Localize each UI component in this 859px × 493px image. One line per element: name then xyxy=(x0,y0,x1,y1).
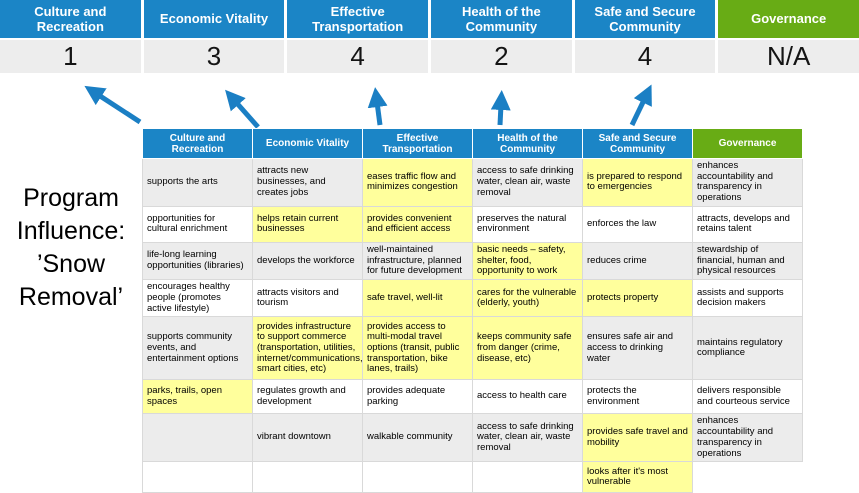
summary-header-economic-vitality: Economic Vitality xyxy=(143,0,285,38)
matrix-header-row: Culture and Recreation Economic Vitality E… xyxy=(142,128,803,159)
summary-score-effective-transportation: 4 xyxy=(287,40,428,73)
matrix-row-6: parks, trails, open spaces regulates grow… xyxy=(142,379,803,415)
summary-score-culture-and-recreation: 1 xyxy=(0,40,141,73)
matrix-cell-r6-c2: regulates growth and development xyxy=(252,379,363,415)
influence-matrix-table: Culture and Recreation Economic Vitality E… xyxy=(142,128,803,493)
arrow-icon-transportation xyxy=(367,87,388,126)
program-influence-label: Program Influence: ’Snow Removal’ xyxy=(0,182,142,314)
matrix-row-8: looks after it's most vulnerable xyxy=(142,461,803,493)
summary-column-safe-and-secure-community: Safe and Secure Community 4 xyxy=(574,0,716,73)
matrix-row-4: encourages healthy people (promotes acti… xyxy=(142,279,803,318)
score-summary-strip: Culture and Recreation 1 Economic Vitality… xyxy=(0,0,859,73)
matrix-cell-r7-c6: enhances accountability and transparency… xyxy=(692,413,803,463)
matrix-cell-r5-c5: ensures safe air and access to drinking … xyxy=(582,316,693,381)
matrix-cell-r6-c5: protects the environment xyxy=(582,379,693,415)
matrix-row-7: vibrant downtown walkable community access… xyxy=(142,413,803,463)
matrix-row-2: opportunities for cultural enrichment hel… xyxy=(142,205,803,243)
matrix-cell-r4-c3: safe travel, well-lit xyxy=(362,279,473,318)
matrix-cell-r3-c6: stewardship of financial, human and phys… xyxy=(692,241,803,281)
matrix-cell-r3-c5: reduces crime xyxy=(582,241,693,281)
matrix-cell-r8-c5: looks after it's most vulnerable xyxy=(582,461,693,493)
matrix-header-economic-vitality: Economic Vitality xyxy=(252,128,363,159)
arrow-icon-economic xyxy=(225,89,260,129)
matrix-cell-r4-c6: assists and supports decision makers xyxy=(692,279,803,318)
matrix-cell-r5-c4: keeps community safe from danger (crime,… xyxy=(472,316,583,381)
matrix-cell-r2-c3: provides convenient and efficient access xyxy=(362,205,473,243)
matrix-cell-r1-c1: supports the arts xyxy=(142,158,253,207)
matrix-header-safe-and-secure-community: Safe and Secure Community xyxy=(582,128,693,159)
program-label-line: ’Snow xyxy=(36,250,106,278)
matrix-cell-r2-c1: opportunities for cultural enrichment xyxy=(142,205,253,243)
matrix-cell-r7-c2: vibrant downtown xyxy=(252,413,363,463)
matrix-cell-r6-c4: access to health care xyxy=(472,379,583,415)
matrix-cell-r5-c1: supports community events, and entertain… xyxy=(142,316,253,381)
matrix-cell-r3-c2: develops the workforce xyxy=(252,241,363,281)
matrix-cell-r8-c2 xyxy=(252,461,363,493)
matrix-cell-r4-c1: encourages healthy people (promotes acti… xyxy=(142,279,253,318)
matrix-cell-r3-c3: well-maintained infrastructure, planned … xyxy=(362,241,473,281)
summary-header-health-of-the-community: Health of the Community xyxy=(431,0,572,38)
matrix-cell-r1-c5: is prepared to respond to emergencies xyxy=(582,158,693,207)
matrix-header-health-of-the-community: Health of the Community xyxy=(472,128,583,159)
matrix-cell-r8-c3 xyxy=(362,461,473,493)
summary-header-safe-and-secure-community: Safe and Secure Community xyxy=(574,0,716,38)
summary-header-governance: Governance xyxy=(718,0,859,38)
matrix-cell-r6-c6: delivers responsible and courteous servi… xyxy=(692,379,803,415)
arrow-icon-health xyxy=(490,90,511,126)
summary-column-economic-vitality: Economic Vitality 3 xyxy=(143,0,285,73)
matrix-cell-r8-c4 xyxy=(472,461,583,493)
matrix-cell-r2-c4: preserves the natural environment xyxy=(472,205,583,243)
matrix-header-governance: Governance xyxy=(692,128,803,159)
matrix-cell-r1-c2: attracts new businesses, and creates job… xyxy=(252,158,363,207)
matrix-cell-r8-c1 xyxy=(142,461,253,493)
matrix-cell-r2-c6: attracts, develops and retains talent xyxy=(692,205,803,243)
matrix-cell-r4-c2: attracts visitors and tourism xyxy=(252,279,363,318)
matrix-cell-r2-c5: enforces the law xyxy=(582,205,693,243)
matrix-cell-r7-c4: access to safe drinking water, clean air… xyxy=(472,413,583,463)
program-label-line: Program xyxy=(23,184,119,212)
matrix-row-1: supports the arts attracts new businesses… xyxy=(142,158,803,207)
matrix-cell-r3-c1: life-long learning opportunities (librar… xyxy=(142,241,253,281)
matrix-cell-r1-c3: eases traffic flow and minimizes congest… xyxy=(362,158,473,207)
summary-column-effective-transportation: Effective Transportation 4 xyxy=(287,0,428,73)
matrix-cell-r3-c4: basic needs – safety, shelter, food, opp… xyxy=(472,241,583,281)
summary-column-health-of-the-community: Health of the Community 2 xyxy=(431,0,572,73)
summary-header-effective-transportation: Effective Transportation xyxy=(287,0,428,38)
matrix-cell-r4-c5: protects property xyxy=(582,279,693,318)
summary-score-health-of-the-community: 2 xyxy=(431,40,572,73)
arrow-icon-safe xyxy=(629,84,652,127)
matrix-header-effective-transportation: Effective Transportation xyxy=(362,128,473,159)
matrix-body: supports the arts attracts new businesses… xyxy=(142,158,803,493)
matrix-cell-r7-c3: walkable community xyxy=(362,413,473,463)
matrix-row-5: supports community events, and entertain… xyxy=(142,316,803,381)
matrix-cell-r1-c6: enhances accountability and transparency… xyxy=(692,158,803,207)
summary-score-economic-vitality: 3 xyxy=(143,40,285,73)
arrow-icon-culture xyxy=(84,85,142,125)
matrix-cell-r6-c3: provides adequate parking xyxy=(362,379,473,415)
summary-column-culture-and-recreation: Culture and Recreation 1 xyxy=(0,0,141,73)
summary-score-governance: N/A xyxy=(718,40,859,73)
matrix-row-3: life-long learning opportunities (librar… xyxy=(142,241,803,281)
matrix-cell-r2-c2: helps retain current businesses xyxy=(252,205,363,243)
matrix-cell-r6-c1: parks, trails, open spaces xyxy=(142,379,253,415)
program-label-line: Influence: xyxy=(16,217,126,245)
matrix-cell-r5-c3: provides access to multi-modal travel op… xyxy=(362,316,473,381)
matrix-cell-r1-c4: access to safe drinking water, clean air… xyxy=(472,158,583,207)
matrix-cell-r5-c6: maintains regulatory compliance xyxy=(692,316,803,381)
matrix-header-culture-and-recreation: Culture and Recreation xyxy=(142,128,253,159)
summary-score-safe-and-secure-community: 4 xyxy=(574,40,716,73)
matrix-cell-r8-c6 xyxy=(692,461,803,493)
matrix-cell-r4-c4: cares for the vulnerable (elderly, youth… xyxy=(472,279,583,318)
matrix-cell-r7-c5: provides safe travel and mobility xyxy=(582,413,693,463)
summary-column-governance: Governance N/A xyxy=(718,0,859,73)
program-label-line: Removal’ xyxy=(18,283,124,311)
summary-header-culture-and-recreation: Culture and Recreation xyxy=(0,0,141,38)
matrix-cell-r7-c1 xyxy=(142,413,253,463)
matrix-cell-r5-c2: provides infrastructure to support comme… xyxy=(252,316,363,381)
